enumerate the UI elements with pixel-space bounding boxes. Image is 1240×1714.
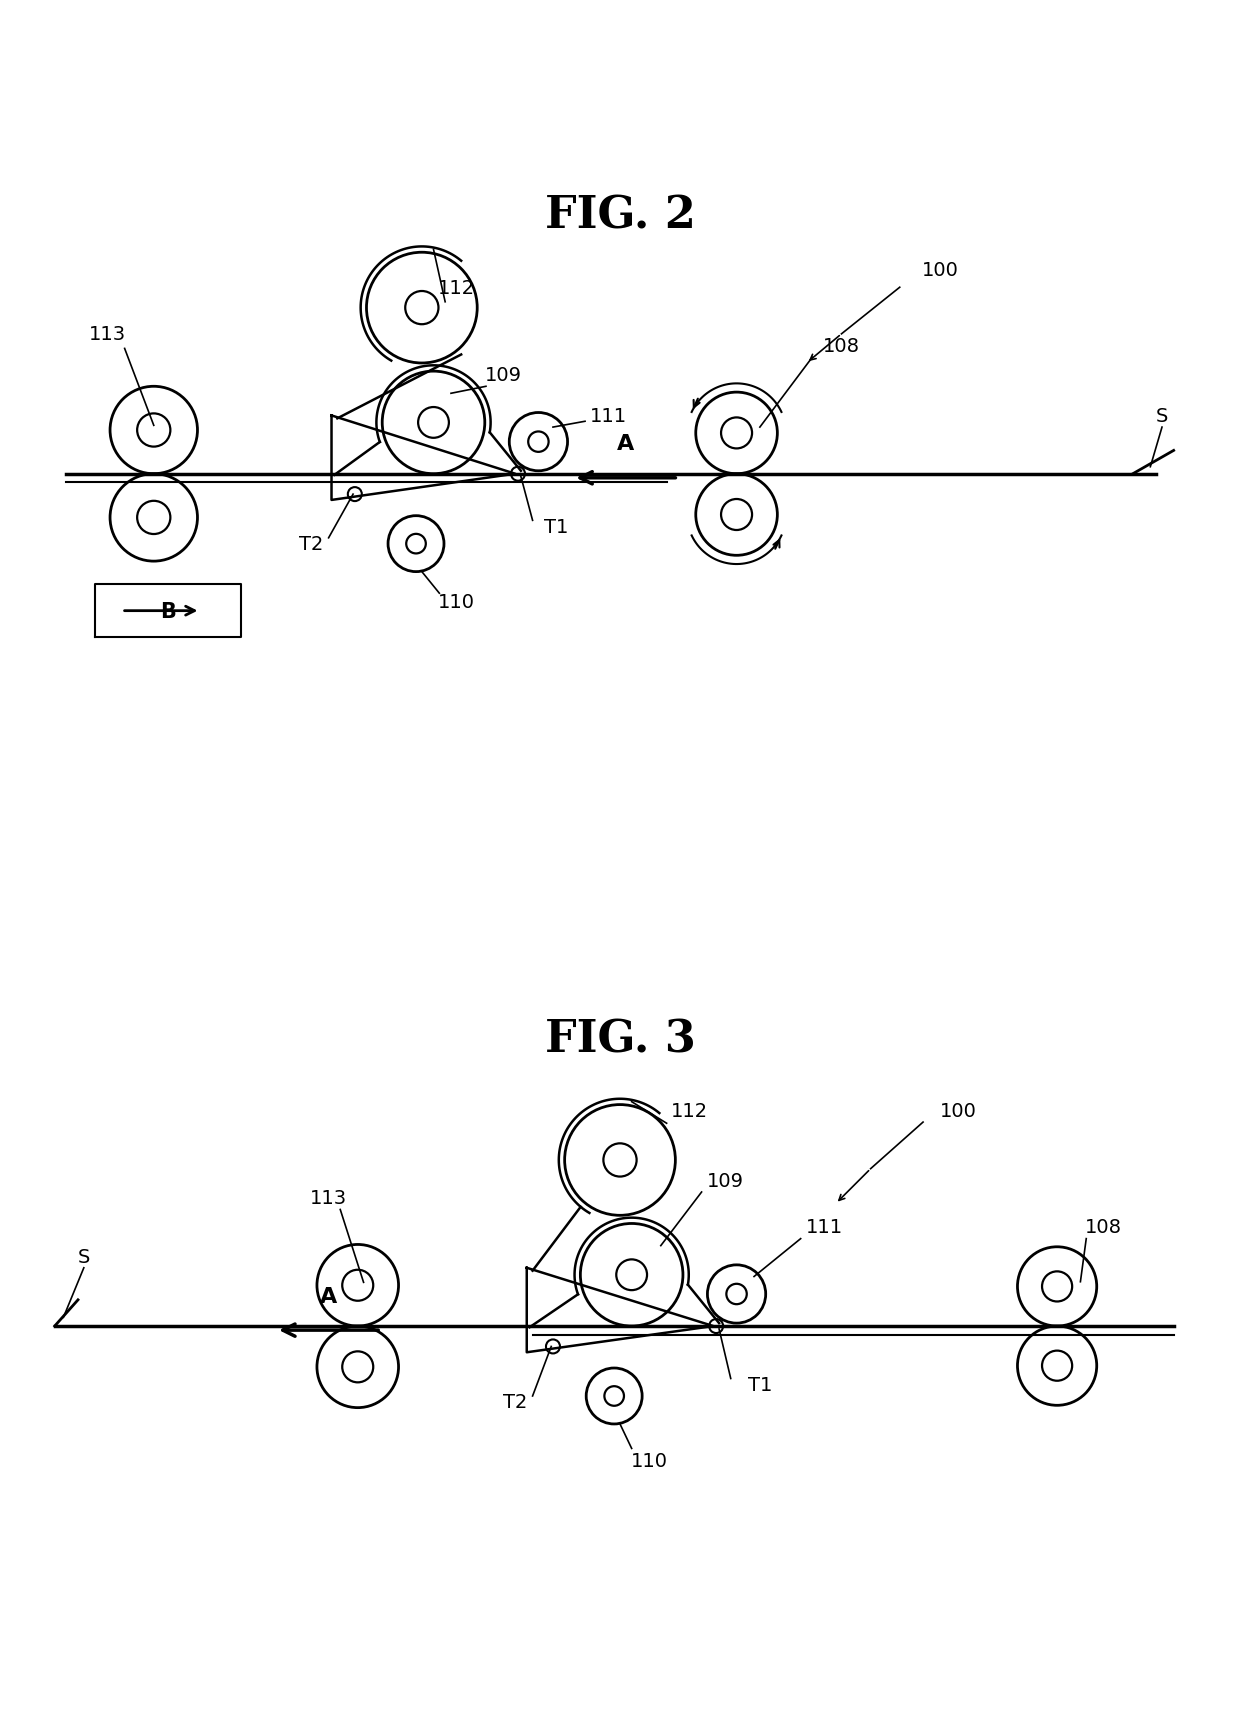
Text: 110: 110 (631, 1450, 667, 1469)
Text: A: A (618, 434, 635, 454)
Text: 109: 109 (485, 365, 522, 386)
Text: 108: 108 (1085, 1217, 1122, 1238)
Text: T1: T1 (748, 1375, 773, 1393)
Text: 110: 110 (438, 593, 475, 612)
Text: 108: 108 (823, 336, 861, 357)
Text: FIG. 3: FIG. 3 (544, 1018, 696, 1061)
Text: S: S (78, 1246, 91, 1267)
Text: 113: 113 (310, 1188, 347, 1208)
Text: T2: T2 (503, 1392, 527, 1412)
Text: 100: 100 (923, 261, 959, 279)
Text: S: S (1156, 406, 1168, 425)
Text: A: A (320, 1286, 337, 1306)
Text: 112: 112 (671, 1102, 708, 1121)
Text: 109: 109 (707, 1171, 744, 1190)
Text: T1: T1 (543, 518, 568, 536)
Text: FIG. 2: FIG. 2 (544, 195, 696, 238)
Text: 111: 111 (590, 406, 627, 425)
Text: T2: T2 (299, 535, 324, 554)
Text: 111: 111 (806, 1217, 842, 1238)
Text: B: B (160, 602, 176, 620)
Text: 113: 113 (88, 326, 125, 345)
Text: 100: 100 (940, 1102, 976, 1121)
Text: 112: 112 (438, 279, 475, 298)
